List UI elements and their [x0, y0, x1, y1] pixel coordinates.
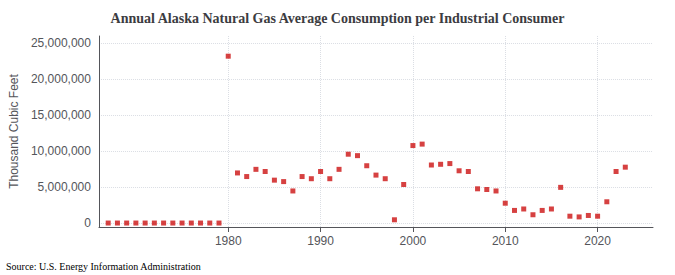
svg-text:2020: 2020: [584, 234, 611, 248]
svg-text:2000: 2000: [400, 234, 427, 248]
svg-text:0: 0: [84, 216, 91, 230]
svg-text:1980: 1980: [215, 234, 242, 248]
svg-text:10,000,000: 10,000,000: [31, 144, 91, 158]
svg-text:2010: 2010: [492, 234, 519, 248]
svg-text:5,000,000: 5,000,000: [38, 180, 92, 194]
svg-text:Source: U.S. Energy Informatio: Source: U.S. Energy Information Administ…: [6, 261, 201, 272]
svg-text:Annual Alaska Natural Gas Aver: Annual Alaska Natural Gas Average Consum…: [111, 11, 565, 26]
svg-text:20,000,000: 20,000,000: [31, 72, 91, 86]
svg-text:15,000,000: 15,000,000: [31, 108, 91, 122]
svg-text:1990: 1990: [307, 234, 334, 248]
svg-text:25,000,000: 25,000,000: [31, 36, 91, 50]
svg-text:Thousand Cubic Feet: Thousand Cubic Feet: [7, 73, 21, 188]
